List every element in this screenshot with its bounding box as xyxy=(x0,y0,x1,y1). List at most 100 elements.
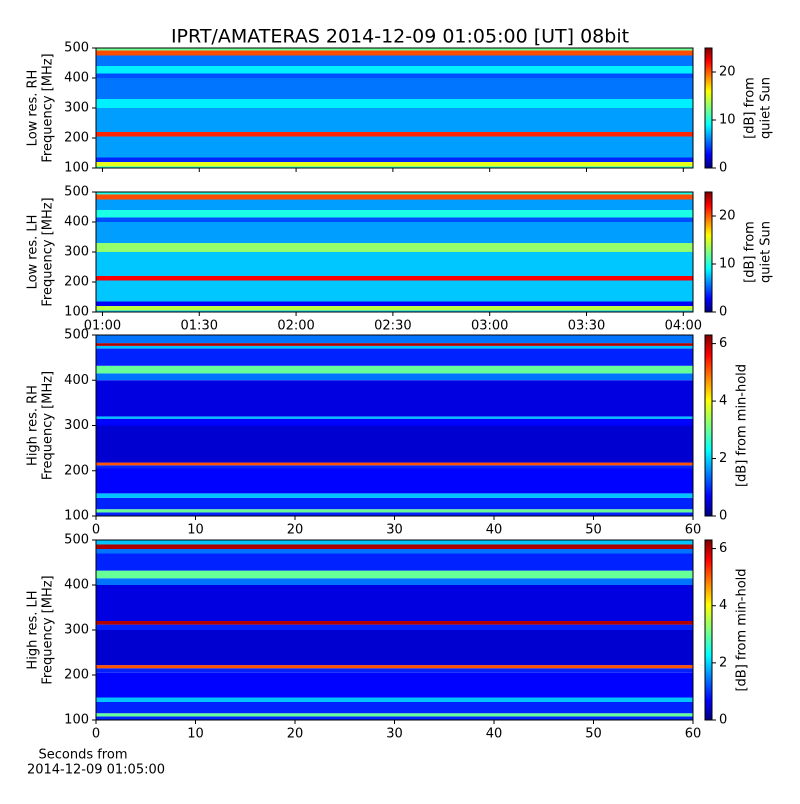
x-tick-label: 40 xyxy=(486,523,503,538)
heat-cell xyxy=(96,335,693,344)
heat-cell xyxy=(96,416,693,419)
y-axis-label: Low res. LH xyxy=(26,215,41,290)
heat-cell xyxy=(96,380,693,417)
y-tick-label: 200 xyxy=(64,131,89,146)
heat-cell xyxy=(96,157,693,162)
x-tick-label: 50 xyxy=(585,523,602,538)
y-axis-label: Frequency [MHz] xyxy=(41,371,56,480)
x-tick-label: 04:00 xyxy=(665,319,702,334)
heat-cell xyxy=(96,199,693,210)
colorbar-label: [dB] from min-hold xyxy=(735,364,750,487)
y-axis-label: High res. RH xyxy=(26,385,41,466)
heat-cell xyxy=(96,702,693,714)
y-tick-label: 500 xyxy=(64,328,89,343)
x-axis-label: Seconds from xyxy=(38,748,127,763)
heat-cell xyxy=(96,665,693,669)
heat-cell xyxy=(96,578,693,585)
colorbar-tick-label: 0 xyxy=(719,509,727,524)
x-tick-label: 03:30 xyxy=(568,319,605,334)
heat-cell xyxy=(96,418,693,426)
heat-cell xyxy=(96,108,693,132)
heat-cell xyxy=(96,162,693,167)
heat-cell xyxy=(96,621,693,625)
heat-cell xyxy=(96,425,693,463)
heat-cell xyxy=(96,301,693,306)
x-tick-label: 10 xyxy=(187,523,204,538)
heat-cell xyxy=(96,276,693,281)
y-tick-label: 100 xyxy=(64,161,89,176)
heat-cell xyxy=(96,166,693,168)
colorbar-tick-label: 4 xyxy=(719,598,727,613)
y-tick-label: 300 xyxy=(64,101,89,116)
colorbar-tick-label: 6 xyxy=(719,336,727,351)
colorbar-tick-label: 10 xyxy=(719,257,736,272)
heat-cell xyxy=(96,553,693,571)
x-tick-label: 03:00 xyxy=(471,319,508,334)
heat-cell xyxy=(96,192,693,195)
colorbar-label: quiet Sun xyxy=(759,77,774,139)
colorbar-tick-label: 10 xyxy=(719,113,736,128)
heat-cell xyxy=(96,672,693,698)
y-axis-label: Frequency [MHz] xyxy=(41,53,56,162)
heat-cell xyxy=(96,50,693,56)
x-tick-label: 01:00 xyxy=(84,319,121,334)
y-tick-label: 400 xyxy=(64,373,89,388)
heat-cell xyxy=(96,549,693,554)
x-tick-label: 60 xyxy=(685,523,702,538)
colorbar xyxy=(704,539,713,721)
heat-cell xyxy=(96,55,693,66)
heat-cell xyxy=(96,210,693,218)
heat-cell xyxy=(96,509,693,513)
y-tick-label: 100 xyxy=(64,713,89,728)
heat-cell xyxy=(96,222,693,243)
y-tick-label: 500 xyxy=(64,41,89,56)
heat-cell xyxy=(96,716,693,720)
x-axis-label: 2014-12-09 01:05:00 xyxy=(27,763,165,778)
y-axis-label: Low res. RH xyxy=(26,70,41,147)
colorbar-tick-label: 6 xyxy=(719,541,727,556)
heat-cell xyxy=(96,630,693,666)
y-tick-label: 100 xyxy=(64,509,89,524)
y-tick-label: 400 xyxy=(64,215,89,230)
heat-cell xyxy=(96,280,693,302)
heat-cell xyxy=(96,132,693,137)
x-tick-label: 60 xyxy=(685,727,702,742)
colorbar-label: [dB] from xyxy=(743,221,758,283)
heat-cell xyxy=(96,585,693,621)
heat-cell xyxy=(96,497,693,510)
x-tick-label: 0 xyxy=(92,727,100,742)
colorbar-tick-label: 0 xyxy=(719,713,727,728)
heat-cell xyxy=(96,697,693,702)
x-tick-label: 30 xyxy=(386,727,403,742)
colorbar-tick-label: 0 xyxy=(719,161,727,176)
x-tick-label: 20 xyxy=(287,523,304,538)
y-axis-label: High res. LH xyxy=(26,590,41,669)
y-tick-label: 500 xyxy=(64,185,89,200)
heat-cell xyxy=(96,343,693,346)
colorbar-tick-label: 4 xyxy=(719,394,727,409)
heat-cell xyxy=(96,462,693,466)
heat-cell xyxy=(96,66,693,74)
y-axis-label: Frequency [MHz] xyxy=(41,197,56,306)
heat-cell xyxy=(96,217,693,222)
colorbar-tick-label: 2 xyxy=(719,451,727,466)
heat-cell xyxy=(96,99,693,108)
heat-cell xyxy=(96,243,693,252)
colorbar xyxy=(704,191,713,313)
y-tick-label: 200 xyxy=(64,275,89,290)
y-tick-label: 500 xyxy=(64,533,89,548)
y-tick-label: 300 xyxy=(64,245,89,260)
heat-cell xyxy=(96,348,693,366)
heat-cell xyxy=(96,468,693,494)
heat-cell xyxy=(96,306,693,311)
heat-cell xyxy=(96,544,693,549)
y-tick-label: 400 xyxy=(64,578,89,593)
x-tick-label: 0 xyxy=(92,523,100,538)
colorbar xyxy=(704,334,713,517)
colorbar-tick-label: 20 xyxy=(719,65,736,80)
colorbar-label: quiet Sun xyxy=(759,221,774,283)
x-tick-label: 10 xyxy=(187,727,204,742)
